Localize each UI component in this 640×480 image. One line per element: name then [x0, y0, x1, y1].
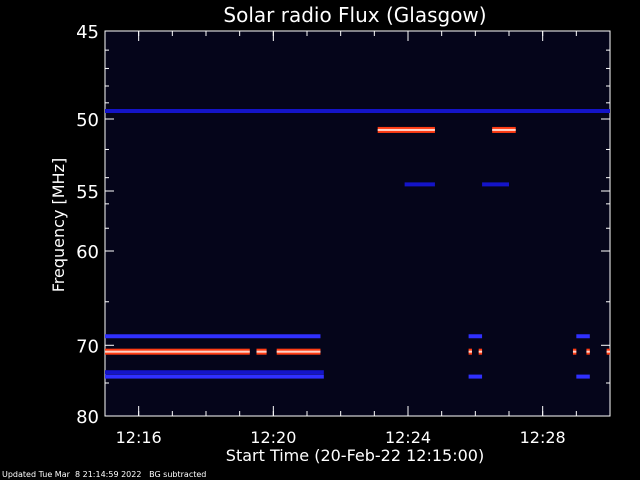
x-tick-label-3: 12:28: [520, 428, 566, 447]
band-4-segment-2-core: [276, 350, 321, 353]
y-tick-label-4: 70: [76, 336, 99, 357]
chart-title: Solar radio Flux (Glasgow): [223, 3, 486, 27]
band-5-segment-0: [105, 370, 324, 375]
footer-updated: Updated Tue Mar 8 21:14:59 2022: [2, 470, 142, 479]
band-4-segment-0-core: [105, 350, 250, 353]
band-2-segment-0: [404, 182, 435, 187]
y-axis: 45 50 55 60 70 80: [76, 22, 610, 428]
band-4-segment-5-core: [572, 350, 577, 353]
band-3-segment-0: [105, 334, 321, 339]
band-4-segment-6-core: [586, 350, 590, 353]
footer-note: BG subtracted: [149, 470, 207, 479]
band-6-segment-1: [468, 374, 483, 379]
band-4-segment-3-core: [468, 350, 472, 353]
y-tick-label-0: 45: [76, 22, 99, 43]
band-4-segment-7-core: [606, 350, 610, 353]
x-tick-label-2: 12:24: [385, 428, 431, 447]
x-tick-label-0: 12:16: [116, 428, 162, 447]
band-4-segment-4-core: [478, 350, 483, 353]
emission-bands: [105, 109, 610, 379]
y-axis-label: Frequency [MHz]: [49, 158, 68, 292]
band-3-segment-1: [468, 334, 483, 339]
band-1-segment-0-core: [377, 128, 435, 131]
band-0-segment-0: [105, 109, 610, 113]
band-6-segment-0: [105, 374, 324, 379]
y-tick-label-3: 60: [76, 242, 99, 263]
x-tick-label-1: 12:20: [250, 428, 296, 447]
x-axis-label: Start Time (20-Feb-22 12:15:00): [226, 446, 484, 465]
x-axis: 12:16 12:20 12:24 12:28: [104, 31, 611, 447]
y-tick-label-2: 55: [76, 182, 99, 203]
plot-area: [104, 30, 611, 417]
footer: Updated Tue Mar 8 21:14:59 2022 BG subtr…: [2, 470, 206, 479]
band-6-segment-2: [576, 374, 590, 379]
band-2-segment-1: [482, 182, 509, 187]
y-tick-label-5: 80: [76, 407, 99, 428]
band-3-segment-2: [576, 334, 590, 339]
y-tick-label-1: 50: [76, 110, 99, 131]
band-4-segment-1-core: [256, 350, 267, 353]
band-1-segment-1-core: [492, 128, 516, 131]
